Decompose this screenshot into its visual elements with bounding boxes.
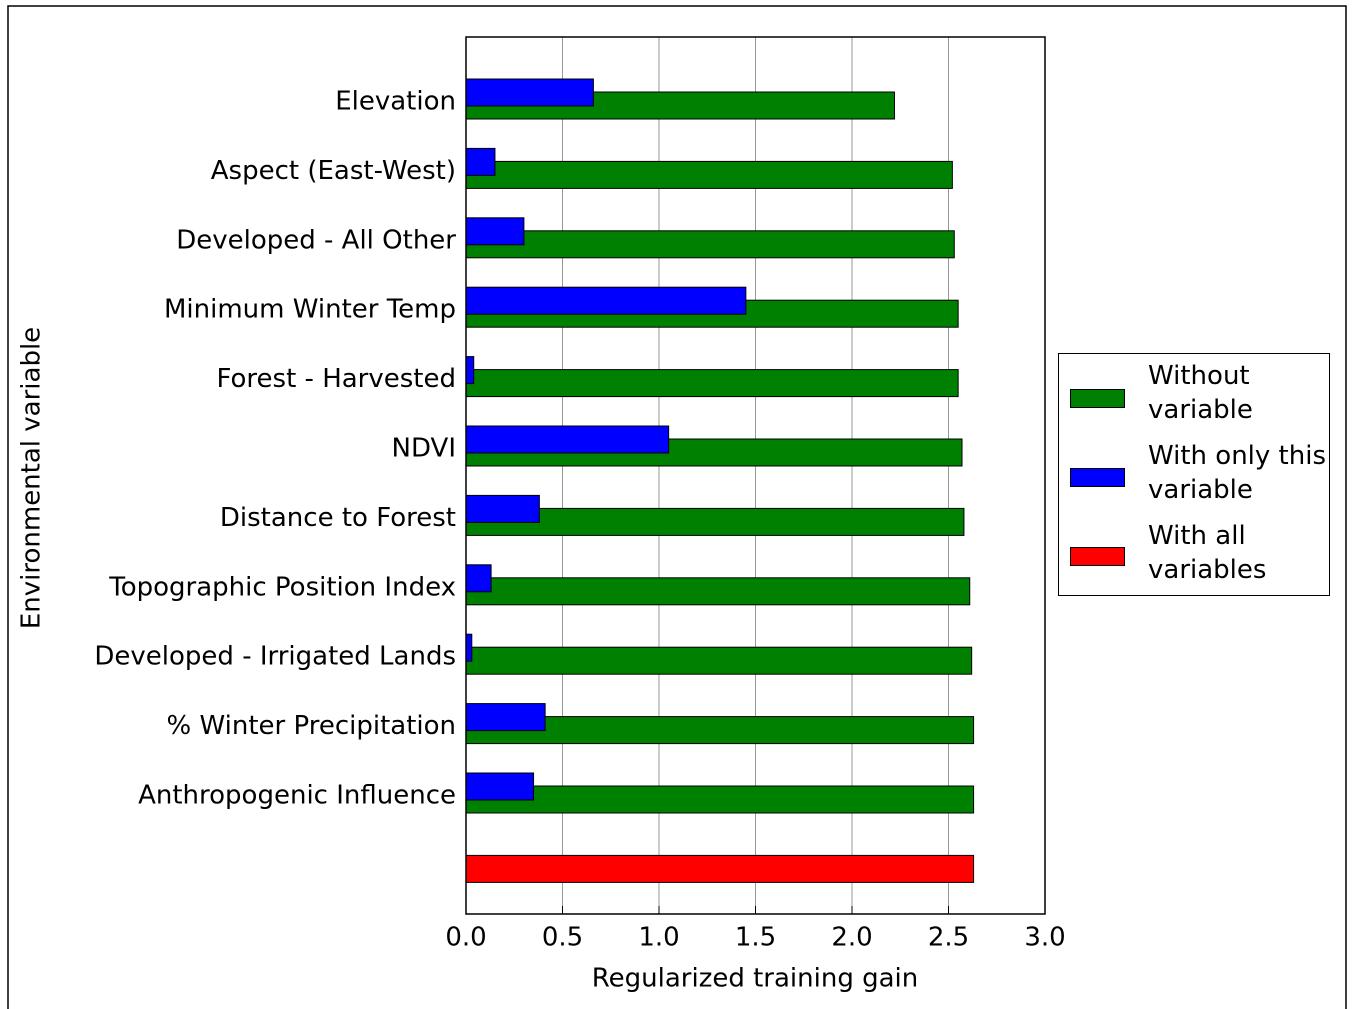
frame: [7, 5, 1347, 1009]
bar: [465, 425, 670, 454]
legend-label: With only this variable: [1148, 441, 1327, 505]
x-tick-label: 0.5: [542, 923, 583, 953]
bar: [465, 633, 473, 662]
x-tick-label: 1.5: [735, 923, 776, 953]
x-tick-label: 0.0: [445, 923, 486, 953]
y-tick-label: Topographic Position Index: [108, 572, 456, 602]
legend-label: With all variables: [1148, 521, 1267, 585]
y-tick-label: Forest - Harvested: [217, 364, 457, 394]
y-tick-label: Minimum Winter Temp: [164, 295, 456, 325]
x-tick-label: 2.0: [831, 923, 872, 953]
bar: [465, 772, 535, 801]
bar: [465, 854, 975, 883]
y-tick-label: % Winter Precipitation: [167, 711, 456, 741]
x-axis-label: Regularized training gain: [592, 964, 919, 994]
x-tick-label: 3.0: [1024, 923, 1065, 953]
y-tick-label: Developed - Irrigated Lands: [94, 642, 456, 672]
legend-swatch: [1070, 547, 1125, 566]
bar: [465, 507, 965, 536]
y-tick-label: Anthropogenic Influence: [138, 781, 456, 811]
y-tick-label: Elevation: [335, 87, 456, 117]
y-axis-label: Environmental variable: [17, 327, 47, 629]
bar: [465, 147, 496, 176]
legend: Without variable With only this variable W…: [1058, 353, 1330, 596]
legend-swatch: [1070, 389, 1125, 408]
bar: [465, 494, 540, 523]
bar: [465, 716, 975, 745]
bar: [465, 564, 492, 593]
bar: [465, 577, 971, 606]
legend-swatch: [1070, 468, 1125, 487]
bar: [465, 230, 955, 259]
bar: [465, 78, 594, 107]
plot-border: [465, 36, 1046, 915]
y-tick-label: Developed - All Other: [176, 225, 456, 255]
bar: [465, 785, 975, 814]
y-tick-label: NDVI: [392, 434, 456, 464]
y-tick-label: Distance to Forest: [220, 503, 456, 533]
bar: [465, 369, 959, 398]
x-tick-label: 2.5: [928, 923, 969, 953]
bar: [465, 286, 747, 315]
x-tick-label: 1.0: [638, 923, 679, 953]
y-tick-label: Aspect (East-West): [211, 156, 456, 186]
bar: [465, 356, 475, 385]
bar: [465, 217, 525, 246]
bar: [465, 646, 973, 675]
legend-label: Without variable: [1148, 361, 1253, 425]
bar: [465, 160, 953, 189]
bar: [465, 703, 546, 732]
